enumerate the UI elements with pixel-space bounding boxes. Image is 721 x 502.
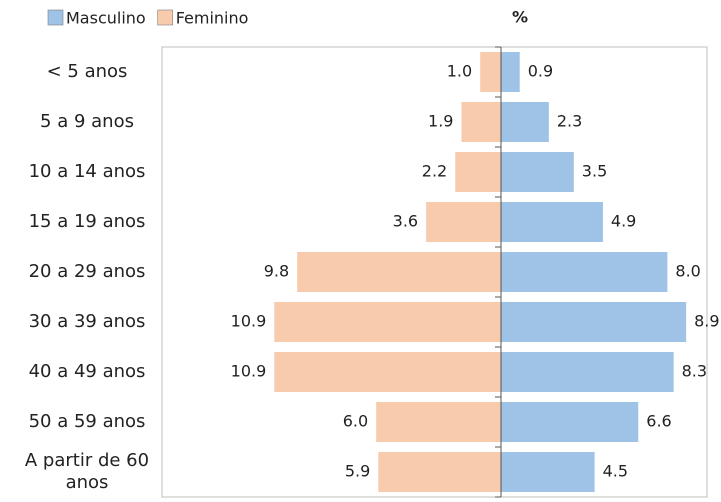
bar — [455, 152, 501, 192]
legend-swatch — [157, 9, 174, 26]
bar — [501, 252, 668, 292]
data-label: 10.9 — [231, 362, 267, 381]
data-label: 8.3 — [682, 362, 707, 381]
bar — [274, 352, 501, 392]
bar — [297, 252, 501, 292]
category-label: A partir de 60 anos — [24, 450, 150, 493]
legend-swatch — [47, 9, 64, 26]
bar — [501, 352, 674, 392]
bar — [376, 402, 501, 442]
legend-label: Feminino — [176, 9, 249, 28]
category-label: 15 a 19 anos — [28, 211, 146, 232]
data-label: 5.9 — [345, 462, 370, 481]
category-label: 10 a 14 anos — [28, 161, 146, 182]
bar — [461, 102, 501, 142]
category-label: 40 a 49 anos — [28, 361, 146, 382]
data-label: 10.9 — [231, 312, 267, 331]
bar — [501, 402, 639, 442]
bar — [378, 452, 501, 492]
bar — [501, 452, 595, 492]
data-label: 2.2 — [422, 162, 447, 181]
data-label: 1.0 — [447, 62, 472, 81]
data-label: 8.0 — [675, 262, 700, 281]
chart-title: % — [512, 8, 528, 27]
data-label: 6.0 — [343, 412, 368, 431]
bar — [501, 202, 603, 242]
data-label: 4.9 — [611, 212, 636, 231]
bar — [501, 102, 549, 142]
bar — [274, 302, 501, 342]
plot-area — [161, 46, 708, 498]
data-label: 8.9 — [694, 312, 719, 331]
data-label: 3.6 — [393, 212, 418, 231]
data-label: 0.9 — [528, 62, 553, 81]
category-label: 5 a 9 anos — [40, 111, 134, 132]
category-label: 30 a 39 anos — [28, 311, 146, 332]
legend-label: Masculino — [66, 9, 146, 28]
data-label: 9.8 — [264, 262, 289, 281]
data-label: 4.5 — [603, 462, 628, 481]
bar — [501, 52, 520, 92]
data-label: 1.9 — [428, 112, 453, 131]
bar — [501, 302, 687, 342]
bar — [501, 152, 574, 192]
category-label: 20 a 29 anos — [28, 261, 146, 282]
bar — [426, 202, 501, 242]
data-label: 2.3 — [557, 112, 582, 131]
data-label: 3.5 — [582, 162, 607, 181]
data-label: 6.6 — [646, 412, 671, 431]
bar — [480, 52, 501, 92]
category-label: < 5 anos — [46, 61, 128, 82]
category-label: 50 a 59 anos — [28, 411, 146, 432]
